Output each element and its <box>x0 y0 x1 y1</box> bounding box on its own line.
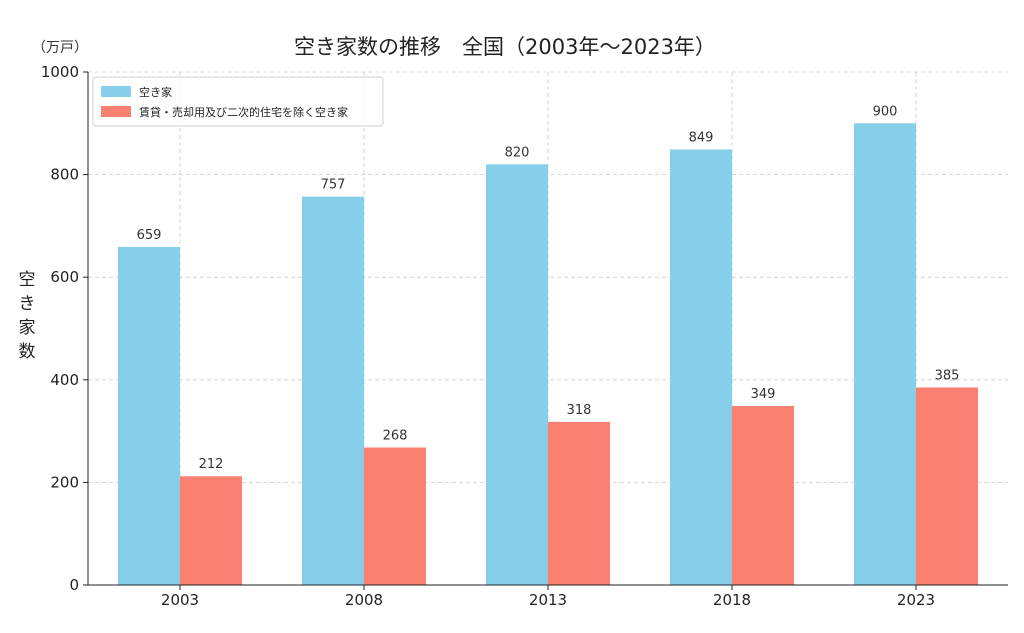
bar-value-label: 659 <box>137 228 162 243</box>
bar-value-label: 318 <box>567 403 592 418</box>
x-tick-label: 2003 <box>161 591 199 609</box>
bars <box>118 123 978 586</box>
bar-value-label: 385 <box>935 368 960 383</box>
y-tick-label: 200 <box>50 473 79 491</box>
y-tick-label: 800 <box>50 166 79 184</box>
legend-label: 賃貸・売却用及び二次的住宅を除く空き家 <box>139 105 348 119</box>
bar-series-2 <box>732 405 794 585</box>
x-tick-label: 2023 <box>897 591 935 609</box>
bar-value-label: 900 <box>873 104 898 119</box>
axes: 0 200 400 600 800 1000 2003 2008 2013 2018 2023 <box>41 63 1008 609</box>
bar-series-2 <box>916 387 978 585</box>
x-tick-label: 2008 <box>345 591 383 609</box>
bar-series-2 <box>180 476 242 585</box>
bar-value-label: 849 <box>689 130 714 145</box>
y-tick-label: 0 <box>69 576 79 594</box>
y-axis-label-char: 空 <box>19 270 36 290</box>
legend-swatch <box>101 106 131 117</box>
bar-value-label: 212 <box>199 457 224 472</box>
legend-box <box>92 76 384 127</box>
unit-label: （万戸） <box>32 40 88 56</box>
x-tick-label: 2013 <box>529 591 567 609</box>
value-labels: 659 212 757 268 820 318 849 349 900 385 <box>137 104 960 472</box>
bar-series-2 <box>548 421 610 585</box>
y-axis-label-char: 家 <box>19 318 36 338</box>
y-tick-label: 600 <box>50 268 79 286</box>
legend-label: 空き家 <box>139 85 172 99</box>
legend-swatch <box>101 86 131 97</box>
bar-value-label: 268 <box>383 429 408 444</box>
y-axis-label-char: 数 <box>19 342 36 362</box>
bar-value-label: 820 <box>505 145 530 160</box>
bar-series-1 <box>302 196 364 585</box>
y-tick-label: 400 <box>50 371 79 389</box>
bar-value-label: 349 <box>751 387 776 402</box>
y-tick-label: 1000 <box>41 63 79 81</box>
y-axis-label-char: き <box>19 294 36 314</box>
bar-series-1 <box>118 246 180 586</box>
bar-value-label: 757 <box>321 178 346 193</box>
y-axis-label: 空き家数 <box>19 270 36 362</box>
x-tick-label: 2018 <box>713 591 751 609</box>
bar-series-1 <box>486 164 548 585</box>
bar-series-1 <box>854 123 916 586</box>
chart-title: 空き家数の推移 全国（2003年〜2023年） <box>294 35 716 59</box>
bar-series-2 <box>364 447 426 585</box>
bar-series-1 <box>670 149 732 585</box>
